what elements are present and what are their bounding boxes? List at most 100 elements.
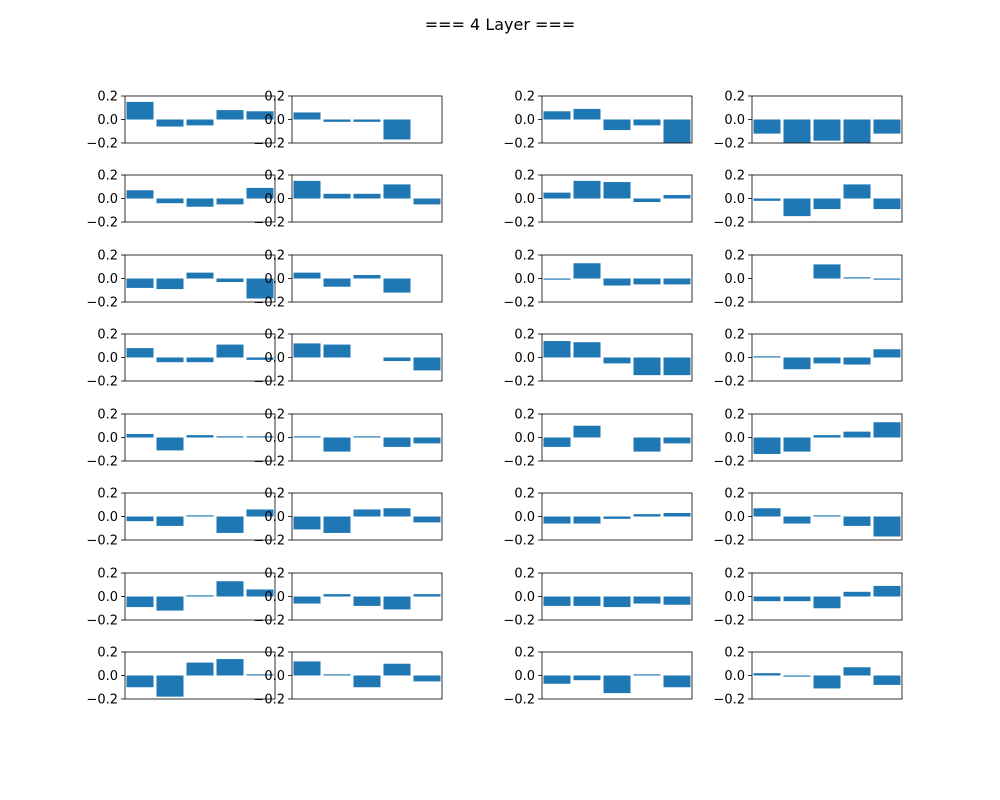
bar — [216, 278, 244, 283]
y-tick-label: −0.2 — [713, 137, 745, 152]
bar — [383, 437, 411, 447]
bar — [873, 198, 901, 210]
bar — [126, 190, 154, 199]
bar — [156, 278, 184, 290]
y-tick-label: −0.2 — [503, 614, 535, 629]
y-tick-label: −0.2 — [503, 693, 535, 708]
bar — [843, 277, 871, 279]
bar — [633, 514, 661, 517]
subplot-9: 0.2 0.0 −0.2 — [86, 249, 276, 311]
y-tick-label: 0.2 — [97, 169, 118, 184]
subplot-31: 0.2 0.0 −0.2 — [503, 646, 693, 708]
subplot-20: 0.2 0.0 −0.2 — [713, 408, 903, 470]
y-tick-label: −0.2 — [503, 216, 535, 231]
bar — [843, 357, 871, 365]
bar — [573, 425, 601, 438]
bar — [126, 101, 154, 120]
bar — [843, 184, 871, 199]
bar — [353, 193, 381, 199]
bar — [573, 108, 601, 120]
bar — [783, 119, 811, 143]
y-tick-label: −0.2 — [503, 137, 535, 152]
y-tick-label: 0.0 — [514, 510, 535, 525]
bar — [353, 509, 381, 517]
bar — [383, 184, 411, 199]
subplot-16: 0.2 0.0 −0.2 — [713, 328, 903, 390]
subplot-30: 0.2 0.0 −0.2 — [253, 646, 443, 708]
bar — [633, 119, 661, 126]
y-tick-label: 0.0 — [724, 590, 745, 605]
bar — [843, 591, 871, 597]
y-tick-label: 0.2 — [264, 646, 285, 661]
bar — [813, 119, 841, 141]
bar — [353, 436, 381, 438]
subplot-26: 0.2 0.0 −0.2 — [253, 567, 443, 629]
bar — [543, 675, 571, 684]
subplot-3: 0.2 0.0 −0.2 — [503, 90, 693, 152]
bar — [873, 422, 901, 438]
bar — [603, 278, 631, 286]
bar — [843, 667, 871, 676]
bar — [186, 662, 214, 676]
bar — [186, 435, 214, 438]
bar — [383, 119, 411, 140]
bar — [663, 596, 691, 605]
bar — [753, 356, 781, 358]
y-tick-label: 0.0 — [97, 351, 118, 366]
bar — [246, 111, 274, 120]
subplot-15: 0.2 0.0 −0.2 — [503, 328, 693, 390]
bar — [126, 675, 154, 688]
bar — [543, 278, 571, 280]
bar — [156, 516, 184, 526]
y-tick-label: 0.2 — [97, 487, 118, 502]
bar — [753, 437, 781, 454]
y-tick-label: −0.2 — [86, 296, 118, 311]
bar — [873, 278, 901, 280]
bar — [813, 515, 841, 517]
bar — [323, 594, 351, 597]
bar — [543, 111, 571, 120]
y-tick-label: 0.2 — [514, 646, 535, 661]
y-tick-label: 0.0 — [264, 113, 285, 128]
bar — [186, 515, 214, 517]
bar — [413, 516, 441, 523]
bar — [663, 675, 691, 688]
bar — [663, 194, 691, 199]
bar — [413, 675, 441, 682]
y-tick-label: 0.0 — [724, 510, 745, 525]
y-tick-label: −0.2 — [713, 614, 745, 629]
subplot-11: 0.2 0.0 −0.2 — [503, 249, 693, 311]
bar — [293, 436, 321, 438]
bar — [873, 516, 901, 537]
bar — [126, 278, 154, 288]
bar — [873, 349, 901, 358]
y-tick-label: −0.2 — [253, 375, 285, 390]
bar — [633, 357, 661, 376]
y-tick-label: −0.2 — [253, 455, 285, 470]
y-tick-label: 0.0 — [264, 192, 285, 207]
y-tick-label: 0.0 — [514, 669, 535, 684]
subplot-7: 0.2 0.0 −0.2 — [503, 169, 693, 231]
y-tick-label: −0.2 — [253, 614, 285, 629]
bar — [293, 272, 321, 279]
bar — [246, 589, 274, 597]
y-tick-label: 0.0 — [724, 272, 745, 287]
bar — [156, 198, 184, 204]
bar — [323, 344, 351, 358]
y-tick-label: 0.2 — [264, 169, 285, 184]
bar — [813, 596, 841, 609]
bar — [573, 675, 601, 681]
subplot-1: 0.2 0.0 −0.2 — [86, 90, 276, 152]
y-tick-label: 0.0 — [724, 192, 745, 207]
bar — [323, 437, 351, 452]
y-tick-label: 0.2 — [264, 487, 285, 502]
y-tick-label: 0.2 — [97, 90, 118, 105]
bar — [813, 198, 841, 210]
bar — [353, 596, 381, 606]
y-tick-label: 0.0 — [97, 669, 118, 684]
subplot-24: 0.2 0.0 −0.2 — [713, 487, 903, 549]
y-tick-label: 0.0 — [724, 351, 745, 366]
subplot-6: 0.2 0.0 −0.2 — [253, 169, 443, 231]
bar — [873, 585, 901, 597]
